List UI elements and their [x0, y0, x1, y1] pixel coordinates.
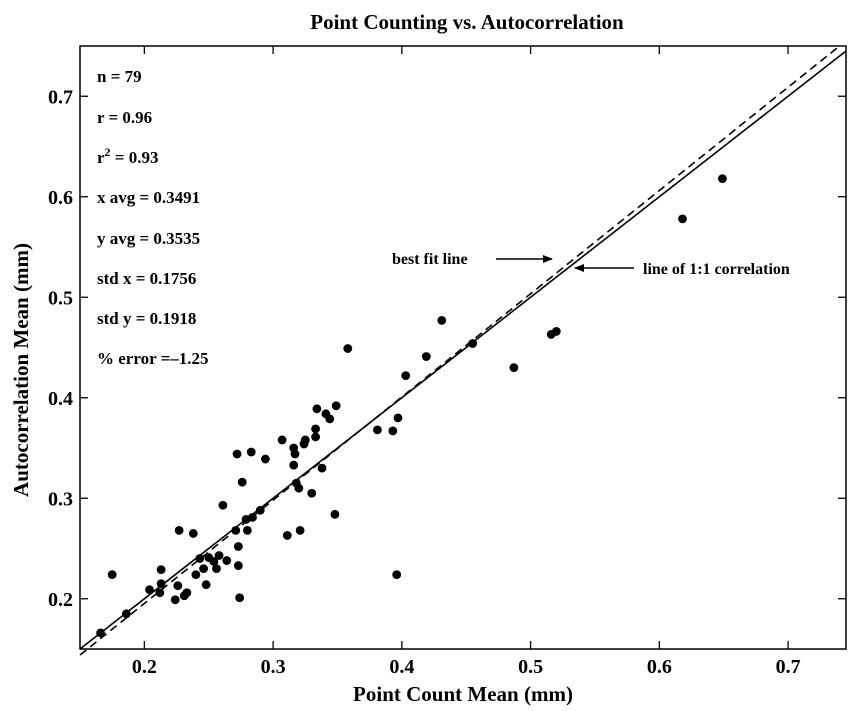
data-point	[156, 579, 166, 589]
data-point	[233, 542, 243, 551]
data-point	[551, 327, 561, 336]
data-point	[290, 449, 300, 459]
data-point	[233, 561, 243, 570]
data-point	[718, 174, 727, 184]
chart-title: Point Counting vs. Autocorrelation	[310, 10, 624, 34]
y-tick-label: 0.7	[48, 86, 73, 108]
data-point	[401, 371, 411, 381]
data-point	[237, 477, 247, 487]
data-point	[277, 435, 287, 445]
data-point	[121, 609, 131, 619]
data-point	[311, 424, 320, 434]
data-point	[96, 628, 105, 638]
data-point	[437, 315, 447, 325]
data-point	[170, 595, 180, 605]
data-point	[388, 426, 398, 436]
x-axis-label: Point Count Mean (mm)	[353, 682, 573, 706]
data-point	[218, 500, 228, 510]
stat-std-x: std x = 0.1756	[97, 269, 196, 288]
data-point	[678, 214, 687, 224]
best-fit-line	[79, 45, 841, 656]
y-tick-label: 0.3	[48, 488, 73, 510]
data-point	[232, 449, 242, 459]
data-point	[155, 588, 165, 598]
data-point	[294, 483, 304, 493]
x-tick-label: 0.5	[518, 656, 543, 678]
data-point	[343, 344, 353, 353]
data-point	[509, 363, 519, 372]
one-to-one-line	[79, 50, 847, 650]
stat-std-y: std y = 0.1918	[97, 309, 196, 328]
x-tick-label: 0.7	[776, 656, 801, 678]
data-point	[289, 460, 299, 470]
data-point	[235, 593, 245, 603]
data-point	[295, 526, 305, 535]
data-point	[195, 554, 205, 563]
data-point	[107, 570, 117, 580]
data-point	[312, 404, 322, 414]
x-tick-label: 0.6	[647, 656, 672, 678]
axis-ticks	[80, 46, 846, 649]
data-point	[209, 557, 219, 566]
data-point	[300, 435, 310, 445]
x-tick-label: 0.2	[132, 656, 157, 678]
data-point	[188, 529, 198, 538]
axis-tick-labels: 0.2 0.3 0.4 0.5 0.6 0.7 0.2 0.3 0.4 0.5 0.6 0.7	[48, 86, 801, 678]
data-point	[421, 352, 431, 361]
stat-percent-error: % error =–1.25	[97, 349, 209, 368]
data-point	[242, 526, 252, 535]
y-axis-label: Autocorrelation Mean (mm)	[9, 243, 33, 497]
stat-r2-superscript: 2	[105, 145, 111, 159]
data-point	[246, 447, 256, 457]
data-point	[201, 580, 211, 590]
data-point	[182, 588, 192, 598]
x-tick-label: 0.3	[261, 656, 286, 678]
data-point	[372, 425, 382, 435]
data-point	[248, 512, 257, 522]
y-tick-label: 0.4	[48, 388, 73, 410]
best-fit-annotation: best fit line	[392, 251, 468, 268]
stat-r-squared: r2 = 0.93	[97, 145, 158, 167]
stat-n: n = 79	[97, 67, 142, 86]
stat-y-avg: y avg = 0.3535	[97, 229, 200, 248]
data-point	[214, 551, 224, 560]
data-point	[307, 488, 317, 498]
data-point	[156, 565, 166, 575]
stat-x-avg: x avg = 0.3491	[97, 188, 200, 207]
data-point	[282, 531, 292, 540]
data-point	[212, 564, 221, 573]
data-point	[231, 526, 241, 535]
data-point	[393, 413, 403, 423]
data-point	[255, 505, 265, 515]
data-point	[325, 414, 335, 424]
y-tick-label: 0.2	[48, 589, 73, 611]
data-point	[330, 509, 340, 519]
data-point	[392, 570, 402, 580]
data-point	[199, 564, 208, 573]
data-points	[96, 174, 727, 638]
data-point	[173, 581, 183, 591]
stat-r2-value: = 0.93	[111, 148, 159, 167]
one-to-one-annotation: line of 1:1 correlation	[643, 261, 790, 278]
stat-r2-prefix: r	[97, 148, 105, 167]
data-point	[260, 454, 270, 464]
plot-frame	[79, 45, 847, 650]
y-tick-label: 0.6	[48, 187, 73, 209]
data-point	[317, 463, 327, 473]
data-point	[311, 432, 320, 442]
data-point	[191, 570, 201, 580]
data-point	[468, 339, 478, 348]
stat-r: r = 0.96	[97, 108, 152, 127]
x-tick-label: 0.4	[389, 656, 414, 678]
y-tick-label: 0.5	[48, 287, 73, 309]
data-point	[145, 585, 154, 595]
stats-block: n = 79 r = 0.96 r2 = 0.93 x avg = 0.3491…	[97, 67, 209, 368]
data-point	[174, 526, 184, 535]
data-point	[222, 556, 232, 565]
data-point	[331, 401, 341, 411]
